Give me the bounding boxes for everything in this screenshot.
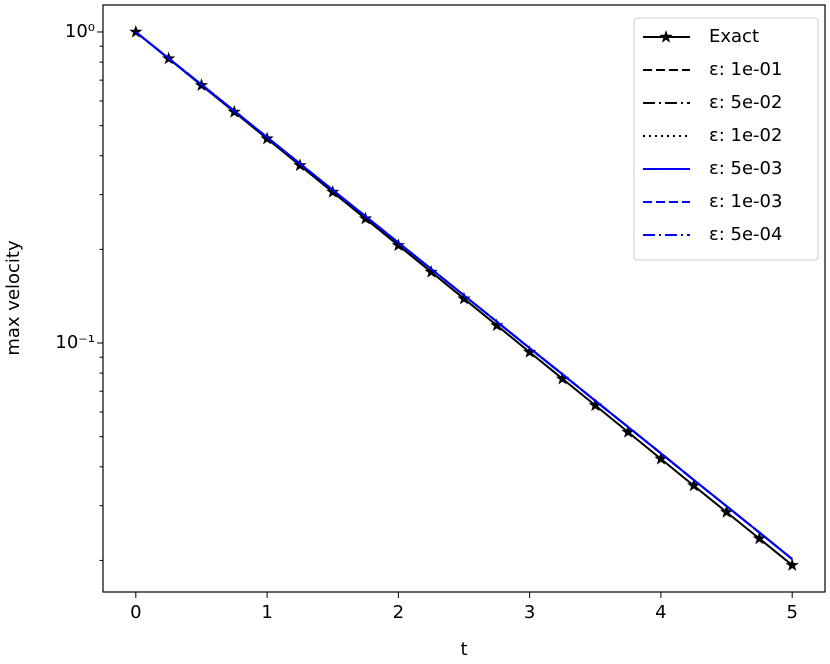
star-marker [687, 478, 701, 492]
legend-label: ε: 5e-04 [709, 224, 782, 245]
star-marker [719, 505, 734, 518]
x-tick-label: 0 [130, 602, 141, 623]
legend-box [633, 17, 819, 261]
star-marker [654, 451, 668, 465]
series-line [135, 31, 793, 560]
legend-marker [659, 30, 673, 43]
star-marker [457, 291, 471, 305]
star-marker [588, 398, 602, 412]
star-marker [555, 371, 570, 385]
y-axis-label: max velocity [3, 240, 24, 356]
star-marker [785, 558, 799, 571]
legend-label: ε: 1e-03 [709, 191, 782, 212]
plot-frame [102, 4, 826, 593]
star-marker [490, 318, 504, 332]
legend-label: ε: 5e-03 [709, 158, 782, 179]
legend-label: ε: 5e-02 [709, 92, 782, 113]
star-marker [129, 25, 143, 38]
x-axis-label: t [460, 639, 467, 660]
legend-label: ε: 1e-01 [709, 59, 782, 80]
star-marker [326, 185, 340, 198]
y-tick-label: 10⁻¹ [55, 332, 95, 353]
legend-label: ε: 1e-02 [709, 125, 782, 146]
legend-label: Exact [709, 26, 759, 47]
star-marker [391, 238, 405, 251]
star-marker [752, 531, 766, 545]
y-tick-label: 10⁰ [65, 21, 95, 42]
x-tick-label: 3 [524, 602, 535, 623]
star-marker [523, 345, 537, 358]
x-tick-label: 4 [655, 602, 666, 623]
star-marker [358, 211, 373, 225]
star-marker [621, 425, 635, 438]
x-tick-label: 2 [393, 602, 404, 623]
x-tick-label: 5 [786, 602, 797, 623]
x-tick-label: 1 [261, 602, 272, 623]
star-marker [424, 265, 438, 278]
